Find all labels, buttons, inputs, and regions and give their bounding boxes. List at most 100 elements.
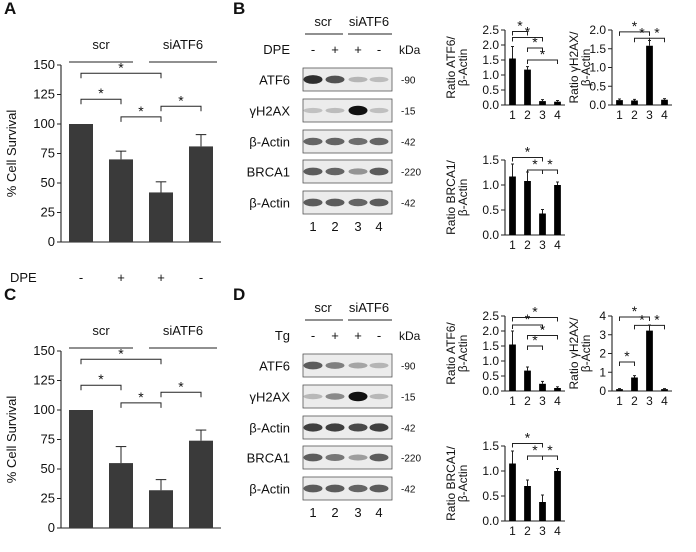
band [303, 137, 323, 146]
blot-membrane [302, 384, 393, 409]
band [325, 75, 345, 84]
bar [509, 463, 516, 521]
y-tick-label: 1.0 [482, 464, 499, 478]
sig-bracket [160, 391, 202, 398]
band [369, 393, 389, 400]
band [369, 453, 389, 462]
x-tick-label: 3 [646, 108, 653, 122]
x-tick-label: 1 [509, 238, 516, 252]
bar [646, 45, 653, 105]
bar [69, 124, 93, 242]
band [303, 453, 323, 462]
sig-star: * [632, 303, 638, 319]
bar [661, 99, 668, 105]
sig-star: * [118, 345, 124, 361]
protein-label: β-Actin [249, 421, 290, 436]
blot-membrane [302, 415, 393, 440]
band [348, 454, 368, 461]
x-tick-label: 3 [539, 394, 546, 408]
treatment-sign: + [331, 42, 339, 57]
sig-star: * [118, 59, 124, 75]
treatment-sign: + [117, 270, 125, 285]
y-tick-label: 0.5 [482, 203, 499, 217]
bar [539, 101, 546, 105]
treatment-sign: - [311, 42, 315, 57]
x-tick-label: 4 [661, 108, 668, 122]
blot-row: β-Actin -42 [249, 415, 416, 440]
chart-B-atf6: 0.00.51.01.52.02.5 1 2 3 4 Ratio ATF6/β-Actin… [444, 18, 565, 122]
blot-membrane [302, 129, 393, 154]
y-tick-label: 25 [41, 491, 55, 506]
y-tick-label: 100 [33, 116, 55, 131]
sig-bracket [542, 169, 558, 174]
group-label-siATF6: siATF6 [349, 14, 389, 29]
sig-star: * [525, 144, 531, 160]
sig-star: * [639, 311, 645, 327]
sig-star: * [525, 311, 531, 327]
y-tick-label: 1.0 [482, 178, 499, 192]
protein-label: β-Actin [249, 482, 290, 497]
protein-label: γH2AX [250, 104, 291, 119]
y-tick-label: 0.5 [482, 489, 499, 503]
bar [539, 383, 546, 391]
band [325, 393, 345, 400]
treatment-sign: - [377, 42, 381, 57]
band [325, 167, 345, 176]
lane-number: 2 [331, 505, 338, 520]
y-axis-label: Ratio γH2AX/β-Actin [567, 317, 593, 390]
band [303, 423, 323, 432]
band [369, 484, 389, 493]
y-tick-label: 0.5 [482, 369, 499, 383]
y-tick-label: 125 [33, 87, 55, 102]
bar [109, 159, 133, 242]
x-tick-label: 4 [554, 108, 561, 122]
sig-star: * [547, 442, 553, 458]
sig-star: * [138, 103, 144, 119]
sig-star: * [632, 18, 638, 34]
y-tick-label: 1.5 [482, 339, 499, 353]
band [348, 362, 368, 369]
sig-star: * [532, 304, 538, 320]
band [325, 137, 345, 146]
band [348, 105, 368, 116]
y-tick-label: 2.5 [482, 309, 499, 323]
protein-label: BRCA1 [247, 451, 290, 466]
y-tick-label: 1.5 [482, 153, 499, 167]
band [303, 75, 323, 84]
sig-star: * [654, 24, 660, 40]
chart-D-atf6: 0.00.51.01.52.02.5 1 2 3 4 Ratio ATF6/β-Actin… [444, 304, 565, 408]
x-tick-label: 2 [631, 108, 638, 122]
x-tick-label: 4 [554, 524, 561, 538]
bar [554, 185, 561, 235]
x-tick-label: 1 [509, 394, 516, 408]
protein-label: ATF6 [259, 359, 290, 374]
bar [524, 370, 531, 391]
x-tick-label: 3 [539, 524, 546, 538]
sig-bracket [542, 455, 558, 460]
x-tick-label: 3 [539, 238, 546, 252]
sig-star: * [525, 24, 531, 40]
blot-membrane [302, 353, 393, 378]
x-tick-label: 3 [539, 108, 546, 122]
chart-A-survival: 0 25 50 75 100 125 150 % Cell Survival * * * * [4, 57, 221, 249]
band [369, 423, 389, 432]
group-label-siATF6: siATF6 [163, 37, 203, 52]
y-tick-label: 0 [48, 520, 55, 535]
protein-label: β-Actin [249, 135, 290, 150]
group-label-scr: scr [92, 323, 110, 338]
y-tick-label: 0.0 [482, 514, 499, 528]
kda-header: kDa [399, 43, 421, 57]
bar [631, 377, 638, 391]
y-tick-label: 1.0 [482, 68, 499, 82]
bar [149, 192, 173, 242]
band [303, 167, 323, 176]
bar [524, 486, 531, 521]
sig-bracket [512, 31, 528, 36]
y-axis-label: Ratio BRCA1/β-Actin [444, 445, 470, 520]
sig-star: * [178, 92, 184, 108]
chart-C-survival: 0 25 50 75 100 125 150 % Cell Survival * * * * [4, 343, 221, 535]
treatment-sign: + [331, 328, 339, 343]
treatment-sign: - [311, 328, 315, 343]
y-axis-label: Ratio ATF6/β-Actin [444, 322, 470, 385]
